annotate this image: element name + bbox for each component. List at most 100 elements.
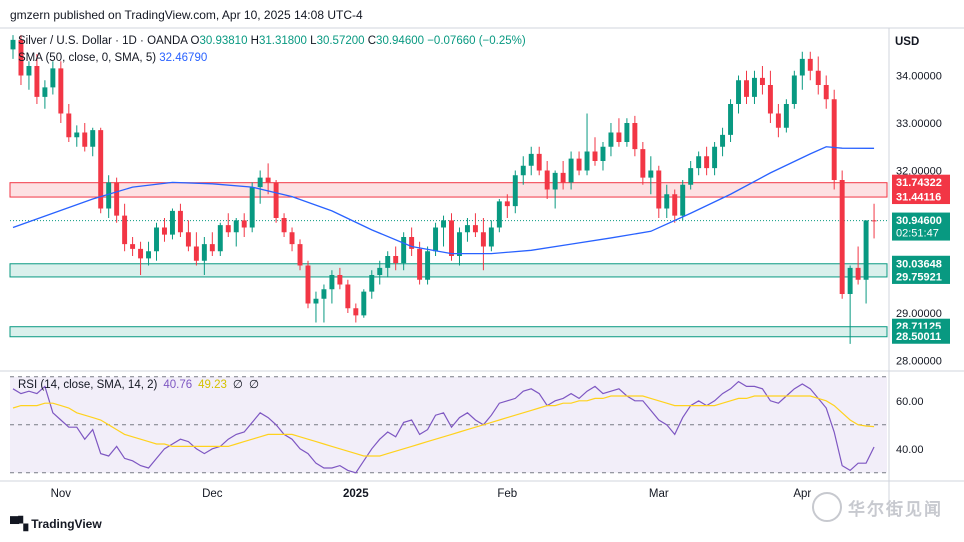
candle-body-97 — [783, 104, 789, 128]
candle-body-67 — [544, 170, 550, 190]
candle-body-9 — [82, 132, 88, 147]
candle-body-57 — [464, 225, 470, 233]
candle-body-72 — [584, 151, 590, 171]
candle-body-55 — [449, 220, 454, 256]
candle-body-44 — [361, 291, 367, 316]
candle-body-58 — [472, 225, 478, 233]
high-label: H — [250, 35, 259, 47]
candle-body-87 — [704, 156, 710, 169]
candle-body-31 — [257, 177, 263, 188]
candle-body-37 — [305, 265, 311, 304]
candle-body-78 — [632, 123, 638, 150]
candle-body-50 — [409, 237, 415, 249]
candle-body-47 — [385, 256, 391, 268]
candle-body-33 — [273, 182, 279, 218]
candle-body-13 — [114, 182, 120, 216]
candle-body-70 — [568, 158, 574, 183]
candle-body-10 — [90, 130, 96, 147]
candle-body-21 — [177, 210, 183, 233]
symbol-name[interactable]: Silver / U.S. Dollar · 1D · OANDA — [18, 35, 188, 47]
rsi-legend[interactable]: RSI (14, close, SMA, 14, 2) 40.76 49.23 ∅ ∅ — [18, 377, 259, 391]
candle-body-65 — [528, 153, 534, 166]
time-tick-0: Nov — [51, 488, 72, 500]
candle-body-56 — [457, 232, 462, 256]
candle-body-11 — [98, 130, 104, 209]
candle-body-60 — [488, 227, 494, 247]
candle-body-91 — [736, 80, 741, 104]
candle-body-106 — [855, 267, 861, 280]
candle-body-61 — [496, 201, 502, 228]
rsi-tick-0: 60.00 — [896, 396, 924, 408]
candle-body-45 — [369, 275, 375, 292]
candle-body-63 — [512, 175, 518, 207]
candle-body-85 — [688, 168, 694, 185]
candle-body-76 — [616, 132, 622, 142]
rsi-value: 40.76 — [163, 379, 193, 391]
candle-body-54 — [441, 220, 446, 228]
candle-body-75 — [608, 132, 614, 147]
candle-body-41 — [337, 275, 343, 285]
watermark-icon — [812, 492, 842, 522]
candle-body-98 — [791, 75, 797, 104]
rsi-series-1 — [12, 395, 875, 457]
candle-body-43 — [353, 308, 359, 316]
candle-body-96 — [775, 113, 781, 128]
time-tick-2: 2025 — [343, 488, 369, 500]
brand-name: TradingView — [31, 517, 102, 531]
candle-body-53 — [433, 227, 439, 252]
currency-selector[interactable]: USD — [895, 36, 920, 48]
candle-body-62 — [504, 201, 510, 207]
candle-body-84 — [680, 184, 686, 216]
low-label: L — [310, 35, 317, 47]
candle-body-73 — [592, 151, 598, 161]
sma-value: 32.46790 — [159, 52, 208, 64]
candle-body-4 — [42, 87, 48, 97]
candle-body-52 — [425, 251, 431, 280]
high-value: 31.31800 — [258, 35, 307, 47]
candle-body-80 — [648, 170, 654, 178]
candle-body-26 — [217, 225, 223, 252]
rsi-extra-1: ∅ — [232, 379, 243, 391]
tradingview-logo[interactable]: ▀▚ TradingView — [10, 516, 102, 532]
candle-body-95 — [767, 85, 773, 114]
candle-body-74 — [600, 146, 606, 161]
time-tick-4: Mar — [649, 488, 669, 500]
candle-body-71 — [576, 158, 582, 171]
price-tag-bg-0 — [892, 174, 950, 190]
price-tick-0: 34.00000 — [896, 71, 942, 83]
candle-body-28 — [233, 220, 239, 233]
candle-body-24 — [201, 244, 207, 261]
zone-1 — [9, 263, 888, 278]
rsi-sma-value: 49.23 — [198, 379, 227, 391]
candle-body-46 — [377, 267, 383, 275]
candle-body-7 — [66, 113, 72, 138]
price-tag-6: 28.50011 — [896, 331, 941, 343]
candle-body-27 — [225, 225, 231, 233]
candle-body-108 — [871, 220, 877, 222]
candle-body-18 — [154, 227, 159, 252]
candle-body-8 — [74, 132, 80, 138]
candle-body-81 — [656, 170, 662, 209]
price-tag-0: 31.74322 — [896, 177, 942, 189]
price-tick-1: 33.00000 — [896, 118, 942, 130]
candle-body-77 — [624, 123, 630, 142]
candle-body-88 — [712, 146, 718, 169]
price-tag-bg-3 — [892, 255, 950, 271]
candle-body-89 — [720, 134, 726, 147]
countdown-tag: 02:51:47 — [896, 228, 939, 240]
candle-body-5 — [50, 68, 56, 88]
candle-body-25 — [209, 244, 215, 252]
candle-body-69 — [560, 172, 566, 183]
candle-body-90 — [728, 104, 734, 135]
candle-body-34 — [281, 218, 287, 233]
candle-body-23 — [193, 246, 199, 261]
close-value: 30.94600 — [376, 35, 425, 47]
candle-body-2 — [26, 66, 32, 76]
candle-body-93 — [751, 77, 757, 97]
candle-body-32 — [265, 177, 271, 183]
price-tag-1: 31.44116 — [896, 192, 941, 204]
sma-legend[interactable]: SMA (50, close, 0, SMA, 5) 32.46790 — [18, 52, 207, 64]
candle-body-38 — [313, 298, 319, 304]
